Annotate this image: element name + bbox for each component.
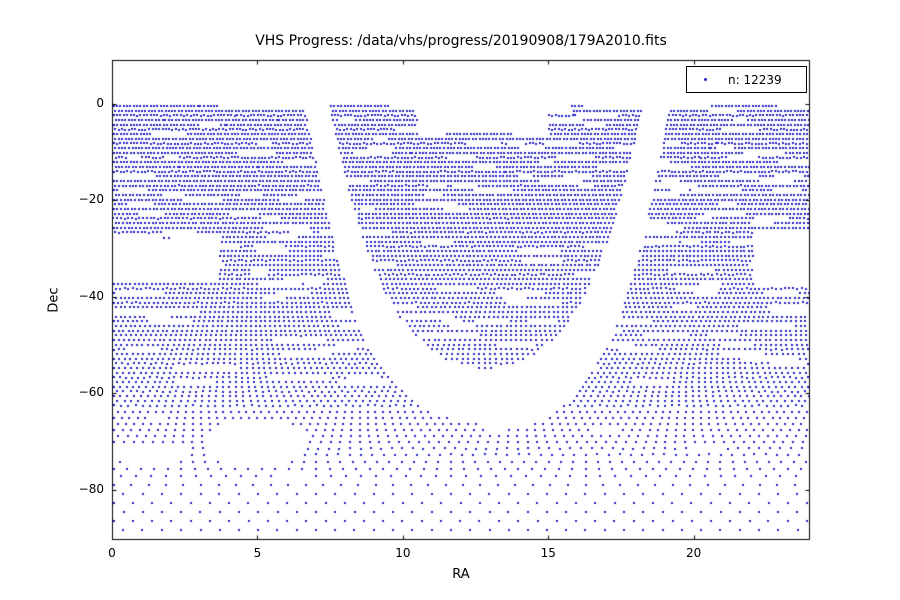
x-tick-label: 15 (540, 546, 556, 560)
x-tick-label: 0 (108, 546, 116, 560)
legend-marker-icon (704, 78, 707, 81)
legend-box: n: 12239 (686, 66, 807, 93)
x-axis-label: RA (452, 567, 470, 582)
plot-title: VHS Progress: /data/vhs/progress/2019090… (255, 33, 667, 49)
y-tick-label: −20 (78, 192, 104, 207)
y-tick-label: −80 (78, 481, 104, 496)
x-tick-label: 20 (686, 546, 702, 560)
y-tick-label: 0 (96, 95, 104, 110)
x-tick-label: 5 (253, 546, 262, 560)
x-tick-label: 10 (395, 546, 411, 560)
legend-label: n: 12239 (728, 72, 782, 87)
y-tick-label: −40 (78, 288, 104, 303)
y-tick-label: −60 (78, 385, 104, 400)
